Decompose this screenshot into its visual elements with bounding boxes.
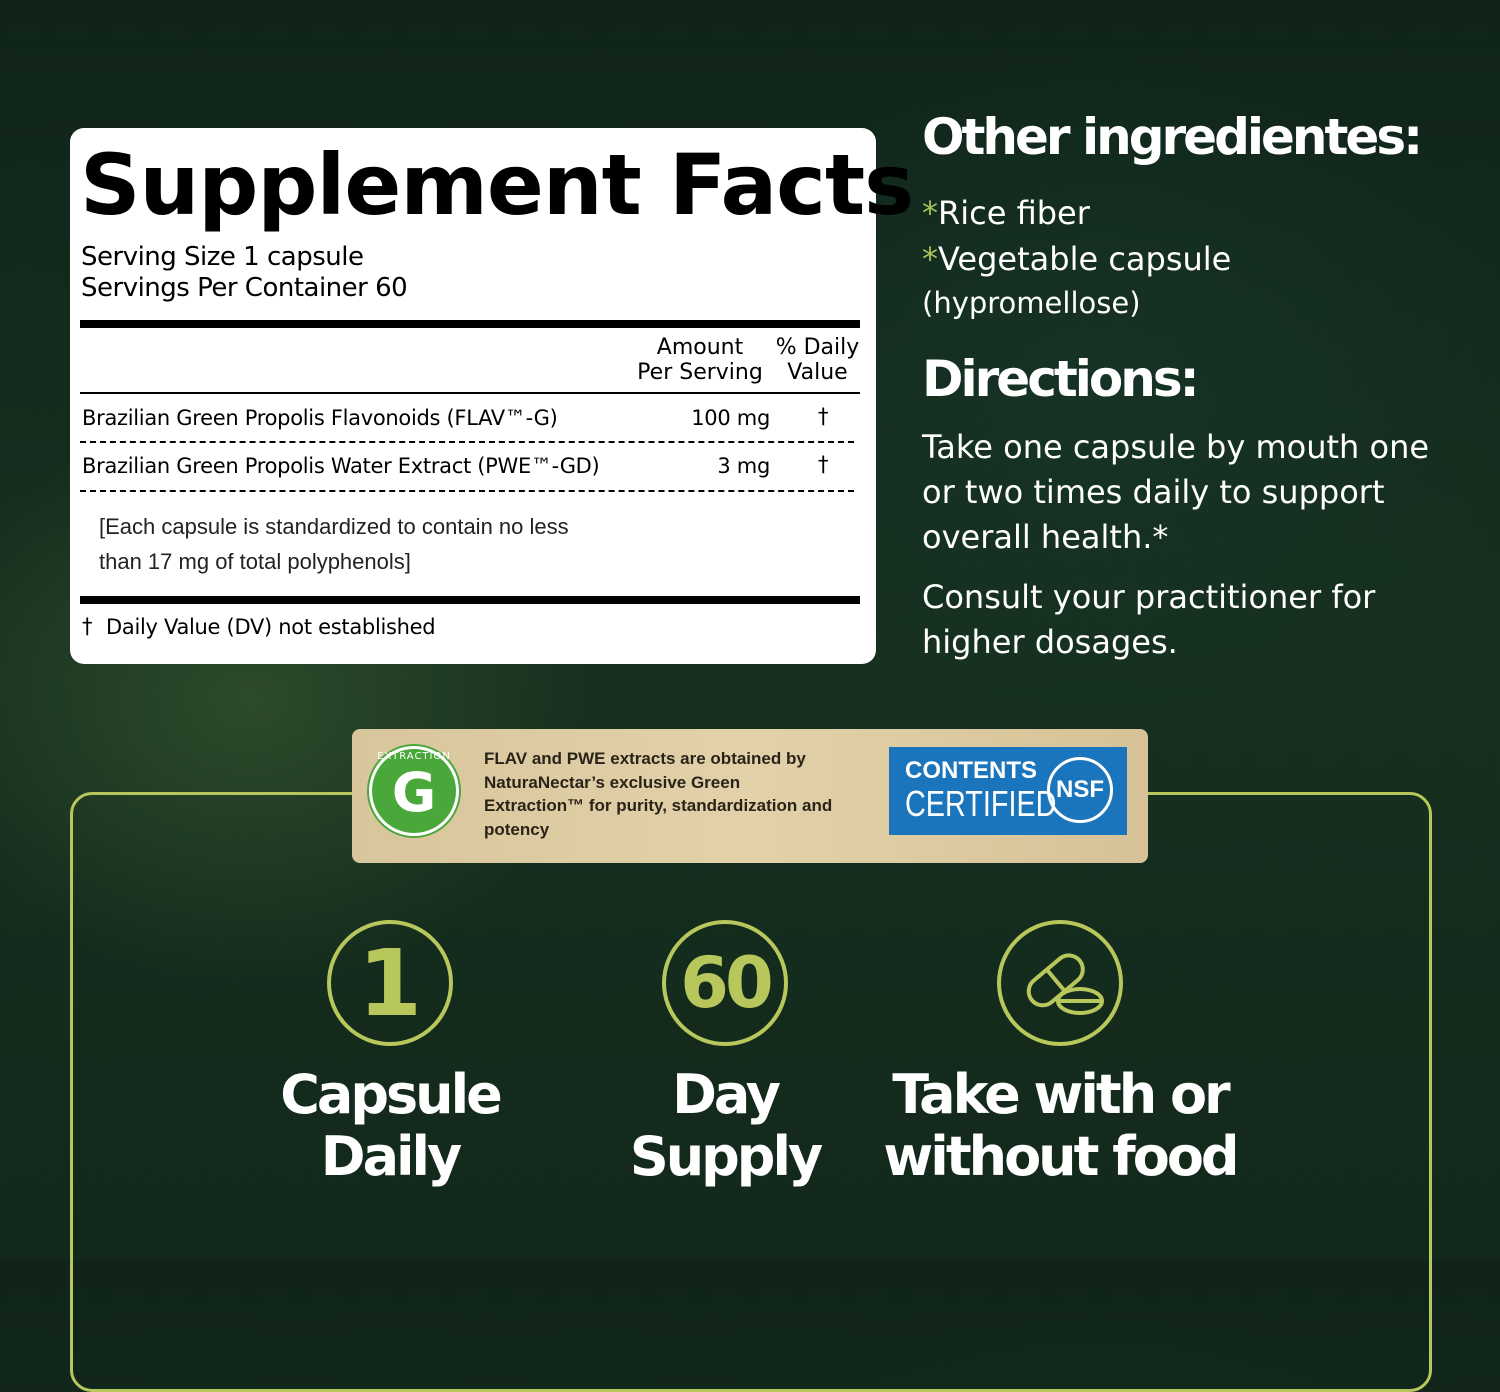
other-ingredients-heading: Other ingredientes:	[922, 108, 1423, 166]
ingredient-item: *Rice fiber	[922, 194, 1090, 232]
logo-letter: G	[391, 761, 437, 824]
dv-header-1: % Daily	[775, 335, 860, 360]
ingredient-item: *Vegetable capsule	[922, 240, 1231, 278]
ingredient-amount: 3 mg	[717, 454, 770, 478]
amount-header-1: Amount	[656, 335, 744, 360]
footnote-mark: †	[82, 614, 93, 638]
ingredient-note: (hypromellose)	[922, 286, 1141, 320]
ingredient-text: Vegetable capsule	[938, 240, 1232, 278]
one-capsule-icon: 1	[327, 920, 453, 1046]
dosage-text: Consult your practitioner for higher dos…	[922, 578, 1376, 661]
asterisk: *	[922, 240, 938, 278]
nsf-certified-badge: CONTENTS CERTIFIED NSF	[889, 747, 1127, 835]
feature-line2: Supply	[629, 1125, 823, 1188]
asterisk: *	[922, 194, 938, 232]
dv-header-2: Value	[787, 360, 848, 385]
feature-line2: without food	[883, 1125, 1239, 1188]
ingredient-dv: †	[818, 404, 829, 428]
directions-heading: Directions:	[922, 350, 1200, 408]
feature-label: Day Supply	[575, 1064, 875, 1188]
feature-line1: Take with or	[892, 1063, 1230, 1126]
green-extraction-logo: EXTRACTION G	[369, 746, 459, 836]
nsf-line1: CONTENTS	[905, 757, 1037, 784]
ingredient-name: Brazilian Green Propolis Flavonoids (FLA…	[82, 406, 558, 430]
nsf-logo: NSF	[1047, 757, 1113, 823]
serving-size: Serving Size 1 capsule	[81, 242, 364, 272]
dv-header: % Daily Value	[770, 335, 865, 385]
ingredient-text: Rice fiber	[938, 194, 1090, 232]
sixty-days-icon: 60	[662, 920, 788, 1046]
nsf-line2: CERTIFIED	[905, 783, 1057, 824]
thick-divider	[80, 596, 860, 604]
ingredient-amount: 100 mg	[691, 406, 770, 430]
ingredient-name: Brazilian Green Propolis Water Extract (…	[82, 454, 600, 478]
servings-per-container: Servings Per Container 60	[81, 273, 408, 303]
feature-label: Take with or without food	[860, 1064, 1260, 1188]
feature-line1: Capsule	[280, 1063, 502, 1126]
facts-title: Supplement Facts	[80, 136, 914, 234]
feature-line1: Day	[672, 1063, 781, 1126]
polyphenol-note-1: [Each capsule is standardized to contain…	[99, 514, 569, 539]
ingredient-dv: †	[818, 452, 829, 476]
capsule-pills-icon	[997, 920, 1123, 1046]
dashed-divider	[80, 441, 854, 443]
amount-header-2: Per Serving	[637, 360, 763, 385]
thin-divider	[80, 392, 860, 394]
supplement-facts-panel: Supplement Facts Serving Size 1 capsule …	[70, 128, 914, 664]
logo-text: EXTRACTION	[377, 751, 451, 762]
feature-line2: Daily	[320, 1125, 462, 1188]
feature-label: Capsule Daily	[240, 1064, 540, 1188]
extraction-text: FLAV and PWE extracts are obtained by Na…	[484, 749, 833, 839]
directions-text: Take one capsule by mouth one or two tim…	[922, 428, 1430, 556]
dashed-divider	[80, 490, 854, 492]
thick-divider	[80, 320, 860, 328]
amount-header: Amount Per Serving	[635, 335, 765, 385]
polyphenol-note-2: than 17 mg of total polyphenols]	[99, 549, 411, 574]
footnote: Daily Value (DV) not established	[106, 615, 436, 639]
extraction-badge: EXTRACTION G FLAV and PWE extracts are o…	[352, 729, 1148, 863]
